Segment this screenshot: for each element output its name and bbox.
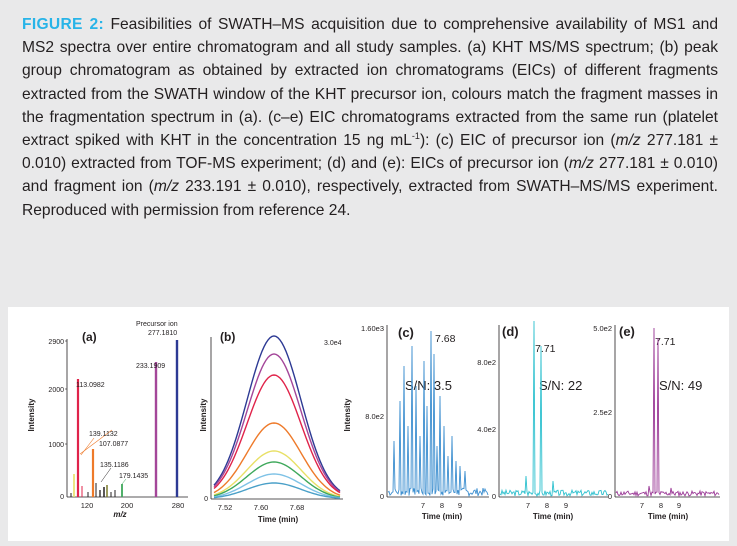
panel-b-xtick: 7.60 [254,503,269,512]
panel-b-ymin: 0 [204,496,208,503]
panel-d-label: (d) [502,324,519,339]
leader-line [79,429,113,455]
peak-group-curve [213,422,341,496]
panel-c: (c) Intensity 1.60e3 8.0e2 0 7 8 9 Time … [343,324,489,521]
panel-c-trace [387,330,489,498]
panel-b-ymax: 3.0e4 [324,340,342,347]
caption-text-4: 277.181 ± 0.010) and fragment ion ( [22,155,719,196]
panel-d-xlabel: Time (min) [533,512,574,521]
figure-label: FIGURE 2: [22,16,104,33]
panel-d-trace [499,320,609,498]
panel-c-peak-rt: 7.68 [435,333,456,345]
panel-c-ytick: 1.60e3 [361,324,384,333]
peak-group-curve [213,335,341,492]
panel-d-peak-rt: 7.71 [535,343,556,355]
caption-mz-2: m/z [568,155,594,173]
panel-a-ytick: 2900 [48,339,64,346]
panel-d-xtick: 7 [526,501,530,510]
panel-e-xtick: 9 [677,501,681,510]
panel-d-xtick: 8 [545,501,549,510]
peak-label: 233.1909 [136,363,165,370]
figure-caption: FIGURE 2: Feasibilities of SWATH–MS acqu… [22,13,718,222]
leader-line [80,437,95,456]
panel-c-sn: S/N: 3.5 [405,378,452,393]
panel-c-ylabel: Intensity [343,398,352,431]
panel-e-xtick: 7 [640,501,644,510]
figure-panels: (a) Intensity 2900 2000 1000 0 120 200 2… [8,307,729,541]
panel-e-peak-rt: 7.71 [655,336,676,348]
peak-group-curves [213,335,341,499]
caption-mz-3: m/z [153,178,180,196]
panel-e-label: (e) [619,324,635,339]
panel-a-xlabel: m/z [113,510,126,519]
panel-a-xtick: 280 [172,501,185,510]
panel-e-ytick: 5.0e2 [593,324,612,333]
figure-svg: (a) Intensity 2900 2000 1000 0 120 200 2… [27,320,720,524]
panel-e-trace [615,327,720,498]
panel-a-ytick: 2000 [48,387,64,394]
panel-d-ytick: 8.0e2 [477,358,496,367]
panel-b-label: (b) [220,330,235,344]
caption-mz-1: m/z [615,132,641,150]
leader-line [100,467,112,483]
panel-c-ytick: 8.0e2 [365,412,384,421]
panel-c-ytick: 0 [380,492,384,501]
panel-a-ytick: 0 [60,494,64,501]
peak-group-curve [213,461,341,498]
caption-text-1: Feasibilities of SWATH–MS acquisition du… [22,16,719,150]
caption-text-2: ): (c) EIC of precursor ion ( [419,132,616,150]
panel-a-ytick: 1000 [48,442,64,449]
panel-e-sn: S/N: 49 [659,378,702,393]
peak-group-curve [213,450,341,498]
peak-group-curve [213,374,341,494]
peak-label: 277.1810 [148,330,177,337]
panel-e-ytick: 0 [608,492,612,501]
panel-a-xtick: 200 [121,501,134,510]
panel-a-xtick: 120 [81,501,94,510]
peak-group-curve [213,482,341,499]
panel-a-label: (a) [82,330,97,344]
peak-label: 139.1132 [89,431,118,438]
peak-label: 135.1186 [100,462,129,469]
panel-a: (a) Intensity 2900 2000 1000 0 120 200 2… [27,321,188,519]
panel-c-label: (c) [398,325,414,340]
peak-label: 107.0877 [99,441,128,448]
panel-b-xtick: 7.52 [218,503,233,512]
peak-label: 179.1435 [119,473,148,480]
panel-b-ylabel: Intensity [199,398,208,431]
panel-c-xtick: 9 [458,501,462,510]
panel-b: (b) Intensity 3.0e4 0 7.52 7.60 7.68 Tim… [199,330,343,524]
caption-text-5: 233.191 ± 0.010), respectively, extracte… [22,178,719,219]
panel-e-ytick: 2.5e2 [593,408,612,417]
peak-group-curve [213,353,341,493]
panel-d-sn: S/N: 22 [539,378,582,393]
panel-e-xlabel: Time (min) [648,512,689,521]
panel-b-xlabel: Time (min) [258,515,299,524]
panel-d-xtick: 9 [564,501,568,510]
peak-label: 113.0982 [76,382,105,389]
panel-c-xlabel: Time (min) [422,512,463,521]
panel-e-xtick: 8 [659,501,663,510]
leader-line [121,478,127,485]
peak-group-curve [213,473,341,499]
panel-d-ytick: 4.0e2 [477,425,496,434]
panel-b-xtick: 7.68 [290,503,305,512]
panel-a-ylabel: Intensity [27,398,36,431]
caption-superscript: -1 [411,130,420,141]
panel-e: (e) 5.0e2 2.5e2 0 7 8 9 Time (min) 7.71 … [593,324,720,521]
panel-d-ytick: 0 [492,492,496,501]
caption-text-3: 277.181 ± 0.010) extracted from TOF-MS e… [22,132,719,173]
panel-d: (d) 8.0e2 4.0e2 0 7 8 9 Time (min) 7.71 … [477,320,609,521]
panel-c-xtick: 8 [440,501,444,510]
precursor-ion-label: Precursor ion [136,321,178,328]
panel-c-xtick: 7 [421,501,425,510]
